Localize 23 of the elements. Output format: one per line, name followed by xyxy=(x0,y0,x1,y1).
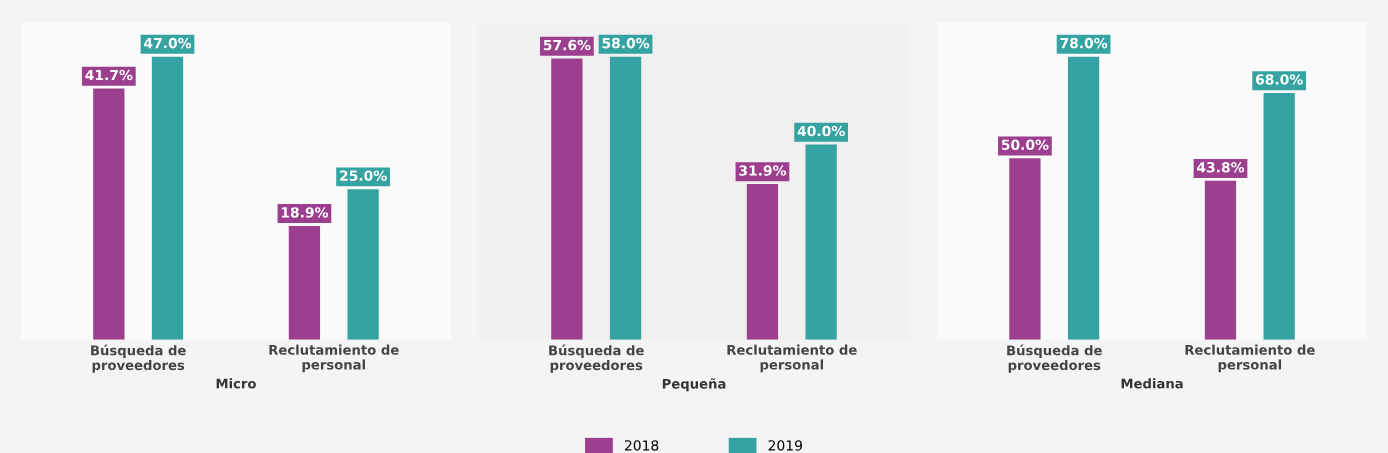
x-tick-label: Reclutamiento de personal xyxy=(1185,344,1315,373)
x-tick-label: Búsqueda de proveedores xyxy=(549,344,644,373)
x-axis-title: Mediana xyxy=(1121,378,1183,389)
x-axis-title: Micro xyxy=(216,378,256,389)
legend-label: 2018 xyxy=(624,440,659,451)
data-label: 57.6% xyxy=(543,39,591,51)
data-label: 78.0% xyxy=(1060,37,1108,49)
data-label: 40.0% xyxy=(797,125,845,137)
x-tick-label: Búsqueda de proveedores xyxy=(1007,344,1102,373)
data-label: 47.0% xyxy=(144,37,192,49)
x-tick-label: Búsqueda de proveedores xyxy=(91,344,186,373)
data-label: 41.7% xyxy=(85,69,133,81)
x-axis-title: Pequeña xyxy=(662,378,726,392)
legend-label: 2019 xyxy=(768,440,802,451)
x-tick-label: Reclutamiento de personal xyxy=(269,344,399,373)
data-label: 31.9% xyxy=(739,165,787,176)
data-label: 58.0% xyxy=(602,37,650,49)
x-tick-label: Reclutamiento de personal xyxy=(727,344,857,373)
data-label: 68.0% xyxy=(1255,74,1303,85)
data-label: 25.0% xyxy=(340,170,387,181)
data-label: 18.9% xyxy=(281,207,329,218)
data-label: 43.8% xyxy=(1197,162,1245,173)
data-label: 50.0% xyxy=(1001,139,1049,151)
